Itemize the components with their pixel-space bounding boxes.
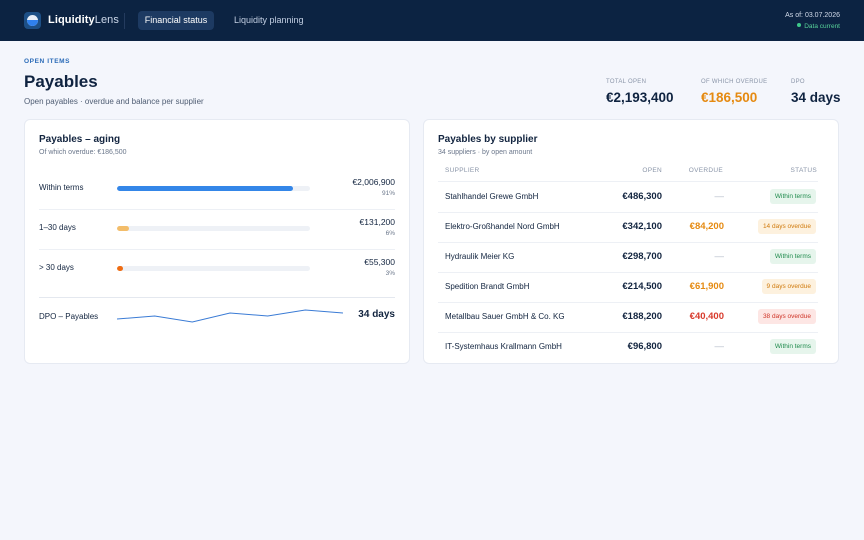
aging-row-amount: €131,200 — [359, 217, 395, 227]
row-divider — [438, 212, 818, 213]
status-badge: Within terms — [769, 249, 816, 264]
supplier-name: Stahlhandel Grewe GmbH — [445, 192, 539, 201]
dpo-value: 34 days — [358, 309, 395, 320]
open-amount: €486,300 — [622, 191, 662, 202]
logo-icon — [24, 12, 41, 29]
aging-row-percent: 6% — [385, 230, 395, 237]
header-divider — [438, 181, 818, 182]
aging-row-amount: €55,300 — [364, 257, 395, 267]
open-amount: €214,500 — [622, 281, 662, 292]
dpo-label: DPO – Payables — [39, 312, 99, 321]
aging-row-over-30-days[interactable]: > 30 days €55,300 3% — [39, 249, 395, 289]
aging-row-label: 1–30 days — [39, 223, 76, 232]
page-subtitle: Open payables · overdue and balance per … — [24, 97, 204, 106]
row-divider — [438, 272, 818, 273]
data-status: Data current — [797, 23, 840, 30]
brand-light: Lens — [94, 14, 119, 26]
column-header-overdue[interactable]: OVERDUE — [688, 167, 723, 174]
brand-bold: Liquidity — [48, 14, 95, 26]
row-divider — [438, 302, 818, 303]
status-badge: Within terms — [769, 189, 816, 204]
aging-bar-track — [117, 186, 310, 191]
aging-row-within-terms[interactable]: Within terms €2,006,900 91% — [39, 169, 395, 209]
suppliers-title: Payables by supplier — [438, 134, 538, 145]
overdue-amount: €40,400 — [689, 311, 724, 322]
as-of-date: As of: 03.07.2026 — [785, 12, 840, 19]
aging-card: Payables – aging Of which overdue: €186,… — [24, 119, 410, 364]
aging-bar-fill — [117, 266, 123, 271]
aging-row-1-30-days[interactable]: 1–30 days €131,200 6% — [39, 209, 395, 249]
row-divider — [39, 249, 395, 250]
dpo-sparkline — [117, 309, 343, 323]
supplier-name: IT-Systemhaus Krallmann GmbH — [445, 342, 562, 351]
table-row[interactable]: Metallbau Sauer GmbH & Co. KG €188,200 €40… — [438, 302, 818, 332]
nav-divider — [124, 13, 125, 29]
suppliers-card: Payables by supplier 34 suppliers · by o… — [423, 119, 839, 364]
supplier-name: Metallbau Sauer GmbH & Co. KG — [445, 312, 565, 321]
brand[interactable]: LiquidityLens — [48, 14, 119, 26]
aging-bar-fill — [117, 186, 293, 191]
table-row[interactable]: Spedition Brandt GmbH €214,500 €61,900 9 da… — [438, 272, 818, 302]
row-divider — [438, 332, 818, 333]
supplier-name: Elektro-Großhandel Nord GmbH — [445, 222, 560, 231]
overdue-amount: — — [714, 251, 725, 262]
column-header-supplier[interactable]: SUPPLIER — [445, 167, 480, 174]
aging-bar-track — [117, 226, 310, 231]
table-row[interactable]: IT-Systemhaus Krallmann GmbH €96,800 — With… — [438, 332, 818, 362]
open-amount: €96,800 — [627, 341, 662, 352]
aging-subtitle: Of which overdue: €186,500 — [39, 149, 127, 156]
open-amount: €188,200 — [622, 311, 662, 322]
supplier-name: Hydraulik Meier KG — [445, 252, 515, 261]
aging-bar-track — [117, 266, 310, 271]
column-header-open[interactable]: OPEN — [642, 167, 662, 174]
kpi-value: €2,193,400 — [606, 90, 674, 105]
kpi-label: TOTAL OPEN — [606, 79, 647, 85]
open-amount: €298,700 — [622, 251, 662, 262]
status-dot-icon — [797, 23, 802, 27]
row-divider — [39, 209, 395, 210]
section-divider — [39, 297, 395, 298]
tab-liquidity-planning[interactable]: Liquidity planning — [234, 15, 304, 25]
overdue-amount: €84,200 — [689, 221, 724, 232]
status-badge: 9 days overdue — [761, 279, 816, 294]
kpi-value: 34 days — [791, 90, 841, 105]
kpi-label: DPO — [791, 79, 805, 85]
status-badge: Within terms — [769, 339, 816, 354]
kpi-value: €186,500 — [701, 90, 758, 105]
table-row[interactable]: Elektro-Großhandel Nord GmbH €342,100 €84,… — [438, 212, 818, 242]
overdue-amount: — — [714, 191, 725, 202]
row-divider — [438, 242, 818, 243]
suppliers-subtitle: 34 suppliers · by open amount — [438, 149, 533, 156]
status-badge: 14 days overdue — [757, 219, 816, 234]
page-title: Payables — [24, 72, 98, 91]
open-amount: €342,100 — [622, 221, 662, 232]
aging-row-percent: 91% — [381, 190, 395, 197]
aging-row-label: Within terms — [39, 183, 84, 192]
tab-financial-status[interactable]: Financial status — [138, 11, 214, 30]
column-header-status[interactable]: STATUS — [790, 167, 817, 174]
dpo-trend-line — [117, 309, 343, 323]
page-eyebrow: OPEN ITEMS — [24, 58, 71, 65]
kpi-overdue: OF WHICH OVERDUE €186,500 — [701, 79, 767, 105]
table-row[interactable]: Hydraulik Meier KG €298,700 — Within terms — [438, 242, 818, 272]
overdue-amount: €61,900 — [689, 281, 724, 292]
overdue-amount: — — [714, 341, 725, 352]
data-status-text: Data current — [804, 23, 840, 30]
kpi-dpo: DPO 34 days — [791, 79, 841, 105]
aging-title: Payables – aging — [39, 134, 121, 145]
aging-row-amount: €2,006,900 — [352, 177, 395, 187]
kpi-total-open: TOTAL OPEN €2,193,400 — [606, 79, 674, 105]
supplier-name: Spedition Brandt GmbH — [445, 282, 530, 291]
kpi-label: OF WHICH OVERDUE — [701, 79, 768, 85]
top-bar: LiquidityLens Financial status Liquidity… — [0, 0, 864, 41]
status-badge: 38 days overdue — [757, 309, 816, 324]
aging-row-label: > 30 days — [39, 263, 74, 272]
aging-bar-fill — [117, 226, 129, 231]
table-row[interactable]: Stahlhandel Grewe GmbH €486,300 — Within te… — [438, 182, 818, 212]
aging-row-percent: 3% — [385, 270, 395, 277]
